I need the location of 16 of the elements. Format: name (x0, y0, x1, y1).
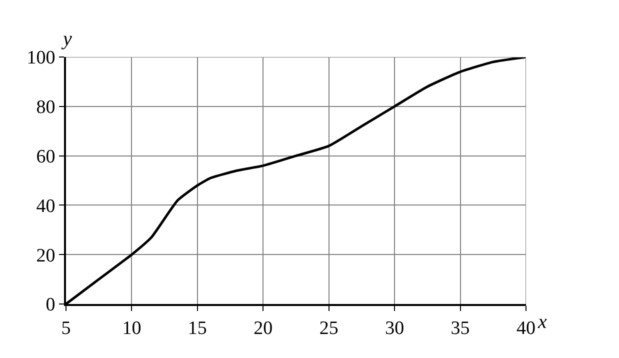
x-tick-label: 35 (450, 318, 470, 339)
y-axis-title: y (61, 28, 72, 50)
y-tick-label: 60 (36, 146, 56, 168)
x-tick-label: 30 (385, 318, 404, 339)
y-tick-label: 20 (36, 245, 56, 266)
x-tick-label: 25 (319, 318, 338, 339)
y-tick-label: 40 (36, 196, 56, 217)
x-tick-label: 5 (61, 318, 71, 339)
x-tick-label: 10 (122, 318, 142, 339)
x-axis-title: x (537, 311, 547, 333)
y-tick-label: 100 (26, 48, 56, 69)
x-tick-label: 40 (516, 318, 536, 339)
x-tick-label: 20 (254, 318, 273, 339)
y-tick-label: 0 (46, 294, 56, 316)
x-tick-label: 15 (188, 318, 207, 339)
y-tick-label: 80 (36, 97, 56, 118)
